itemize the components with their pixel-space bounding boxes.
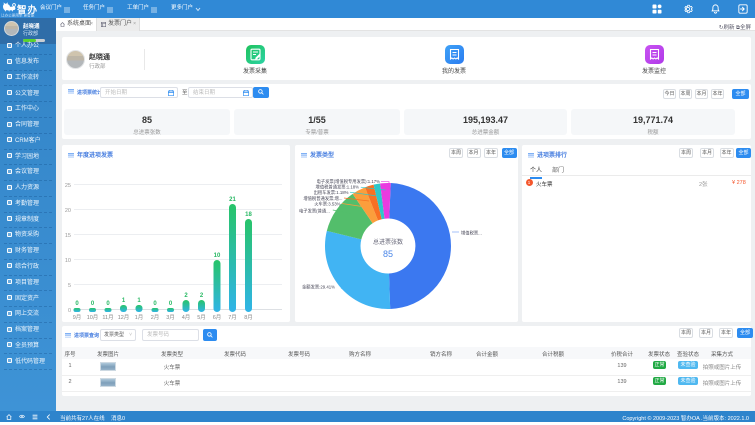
svg-text:增值税普通发票:1.18%: 增值税普通发票:1.18% bbox=[316, 184, 360, 191]
svg-text:25: 25 bbox=[65, 183, 71, 189]
svg-text:5: 5 bbox=[68, 283, 71, 289]
svg-text:9月: 9月 bbox=[73, 314, 82, 321]
svg-text:15: 15 bbox=[65, 233, 71, 239]
svg-text:10: 10 bbox=[65, 258, 71, 264]
svg-text:85: 85 bbox=[383, 249, 393, 259]
svg-text:出租车发票:1.18%: 出租车发票:1.18% bbox=[314, 189, 349, 196]
svg-text:7月: 7月 bbox=[228, 314, 237, 321]
svg-text:10月: 10月 bbox=[87, 314, 99, 321]
svg-text:增值税普通发票;增...: 增值税普通发票;增... bbox=[303, 195, 342, 202]
svg-text:11月: 11月 bbox=[102, 314, 113, 321]
svg-text:电子发票(增值税专用发票):1.17%: 电子发票(增值税专用发票):1.17% bbox=[316, 178, 380, 185]
svg-text:0: 0 bbox=[106, 301, 110, 307]
svg-text:电子发票(普通...: 电子发票(普通... bbox=[299, 208, 330, 215]
svg-text:5月: 5月 bbox=[197, 314, 206, 321]
svg-text:0: 0 bbox=[153, 301, 157, 307]
svg-text:金额发票:29.41%: 金额发票:29.41% bbox=[302, 284, 335, 291]
svg-text:2: 2 bbox=[200, 293, 204, 299]
svg-text:1: 1 bbox=[137, 298, 141, 304]
svg-text:2月: 2月 bbox=[151, 314, 160, 321]
svg-text:10: 10 bbox=[214, 253, 221, 259]
svg-text:21: 21 bbox=[229, 197, 236, 203]
svg-text:总进票张数: 总进票张数 bbox=[373, 238, 403, 246]
svg-text:18: 18 bbox=[245, 212, 252, 218]
svg-text:1: 1 bbox=[122, 298, 126, 304]
svg-text:让办公更简单 更智能: 让办公更简单 更智能 bbox=[1, 13, 35, 18]
svg-text:火车票:3.53%: 火车票:3.53% bbox=[314, 200, 340, 207]
svg-text:1月: 1月 bbox=[135, 314, 144, 321]
svg-text:6月: 6月 bbox=[213, 314, 222, 321]
svg-text:增值税票...: 增值税票... bbox=[461, 230, 482, 237]
svg-text:3月: 3月 bbox=[166, 314, 175, 321]
svg-text:12月: 12月 bbox=[118, 314, 130, 321]
svg-text:0: 0 bbox=[75, 301, 79, 307]
svg-text:0: 0 bbox=[169, 301, 173, 307]
svg-text:20: 20 bbox=[65, 208, 71, 214]
svg-text:2: 2 bbox=[184, 293, 188, 299]
svg-text:8月: 8月 bbox=[244, 314, 253, 321]
svg-text:4月: 4月 bbox=[182, 314, 191, 321]
svg-text:0: 0 bbox=[68, 308, 71, 314]
svg-text:0: 0 bbox=[91, 301, 95, 307]
